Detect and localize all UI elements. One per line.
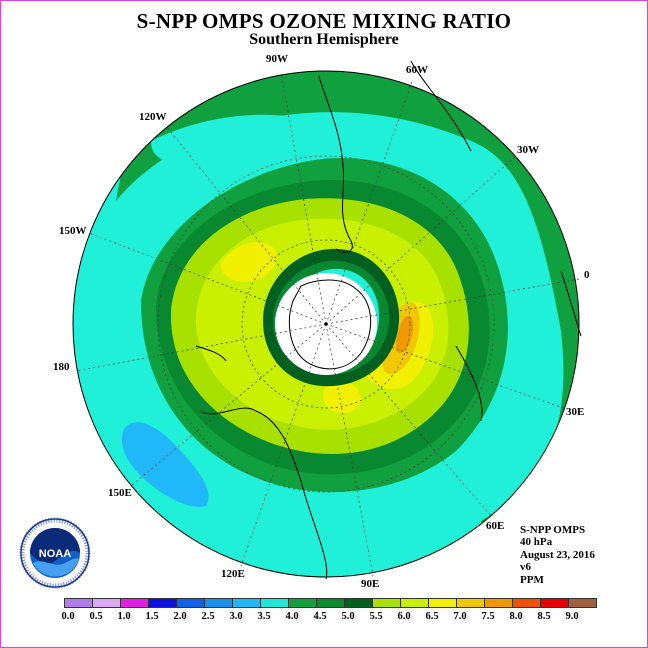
colorbar-segment: [232, 598, 261, 608]
lon-label-0: 0: [584, 269, 590, 281]
colorbar-segment: [428, 598, 457, 608]
colorbar-tick-label: 1.5: [145, 611, 159, 622]
colorbar-segment: [512, 598, 541, 608]
antarctica-coast: [288, 279, 372, 370]
australia-coast: [200, 407, 328, 580]
colorbar-tick-label: 3.5: [257, 611, 271, 622]
info-block: S-NPP OMPS 40 hPa August 23, 2016 v6 PPM: [520, 524, 595, 586]
lon-label-120w: 120W: [139, 111, 167, 123]
colorbar-segment: [344, 598, 373, 608]
colorbar-tick-label: 5.0: [341, 611, 355, 622]
lon-label-150e: 150E: [108, 487, 132, 499]
colorbar-segment: [204, 598, 233, 608]
colorbar-tick-label: 9.0: [565, 611, 579, 622]
south-america-coast: [318, 75, 353, 253]
nz-coast: [195, 345, 227, 362]
colorbar-segment: [148, 598, 177, 608]
colorbar-tick-label: 6.0: [397, 611, 411, 622]
graticule: [75, 72, 580, 577]
lon-label-60e: 60E: [486, 520, 505, 532]
colorbar-tick-label: 2.5: [201, 611, 215, 622]
colorbar-tick-labels: 0.0 0.5 1.0 1.5 2.0 2.5 3.0 3.5 4.0 4.5 5.0 5.5 6.0 6…: [1, 611, 647, 625]
lon-label-90e: 90E: [361, 578, 380, 590]
colorbar-segment: [372, 598, 401, 608]
info-instrument: S-NPP OMPS: [520, 524, 586, 536]
colorbar-segment: [120, 598, 149, 608]
colorbar-segment: [316, 598, 345, 608]
map-subtitle: Southern Hemisphere: [249, 31, 399, 48]
colorbar-tick-label: 4.0: [285, 611, 299, 622]
noaa-logo-text: NOAA: [39, 548, 71, 560]
colorbar-segment: [260, 598, 289, 608]
lon-label-90w: 90W: [266, 53, 288, 65]
colorbar-segment: [92, 598, 121, 608]
noaa-logo: NOAA: [19, 517, 91, 589]
map-border: [72, 70, 580, 578]
colorbar-tick-label: 4.5: [313, 611, 327, 622]
colorbar-tick-label: 8.0: [509, 611, 523, 622]
colorbar-tick-label: 1.0: [117, 611, 131, 622]
info-version: v6: [520, 561, 531, 574]
colorbar-segment: [568, 598, 597, 608]
colorbar-segment: [64, 598, 93, 608]
africa-coast: [560, 270, 582, 337]
info-pressure: 40 hPa: [520, 536, 553, 549]
colorbar-tick-label: 2.0: [173, 611, 187, 622]
colorbar-tick-label: 3.0: [229, 611, 243, 622]
lon-label-150w: 150W: [59, 225, 87, 237]
info-unit: PPM: [520, 573, 544, 586]
madagascar-coast: [455, 345, 483, 422]
lon-label-180: 180: [53, 361, 70, 373]
colorbar-segment: [484, 598, 513, 608]
colorbar-tick-label: 7.5: [481, 611, 495, 622]
colorbar: [64, 598, 597, 608]
colorbar-segment: [540, 598, 569, 608]
colorbar-tick-label: 7.0: [453, 611, 467, 622]
colorbar-tick-label: 6.5: [425, 611, 439, 622]
colorbar-segment: [400, 598, 429, 608]
colorbar-tick-label: 0.5: [89, 611, 103, 622]
colorbar-segment: [288, 598, 317, 608]
south-america-east: [410, 60, 472, 152]
colorbar-segment: [176, 598, 205, 608]
lon-label-60w: 60W: [406, 64, 428, 76]
colorbar-tick-label: 5.5: [369, 611, 383, 622]
lon-label-120e: 120E: [221, 568, 245, 580]
colorbar-tick-label: 8.5: [537, 611, 551, 622]
colorbar-tick-label: 0.0: [61, 611, 75, 622]
map-title: S-NPP OMPS OZONE MIXING RATIO: [136, 9, 512, 33]
lon-label-30e: 30E: [566, 406, 585, 418]
coastlines: [195, 60, 582, 580]
lon-label-30w: 30W: [517, 144, 539, 156]
info-date: August 23, 2016: [520, 548, 595, 561]
colorbar-segment: [456, 598, 485, 608]
